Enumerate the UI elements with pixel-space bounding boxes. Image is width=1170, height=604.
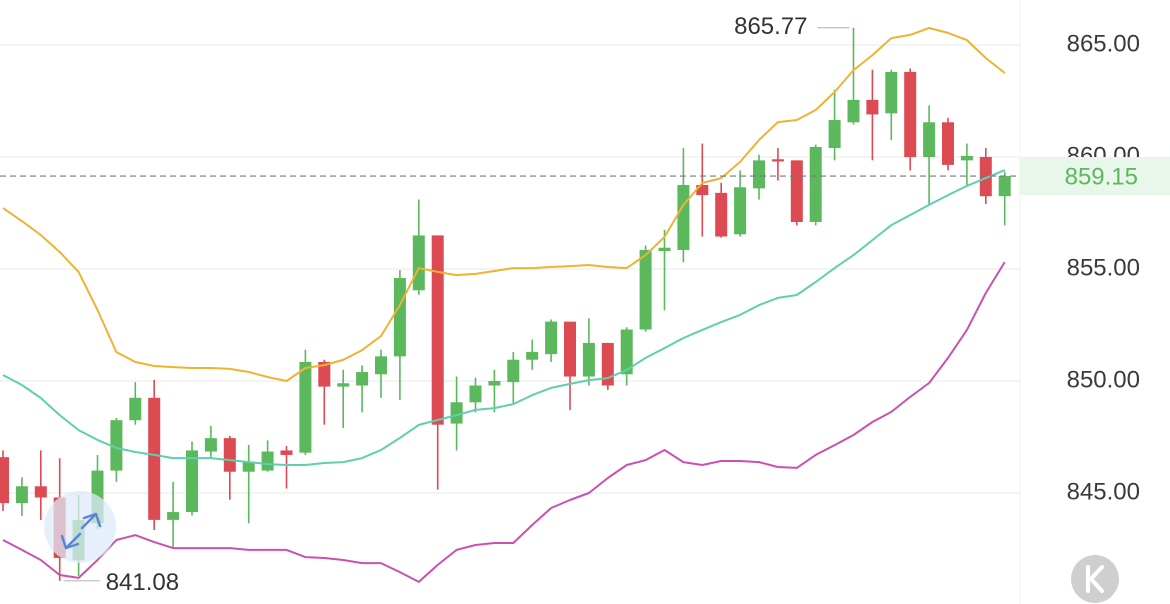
- candle-body: [148, 397, 161, 520]
- candle-body: [790, 160, 803, 222]
- candle-body: [526, 351, 539, 360]
- low-label: 841.08: [106, 569, 179, 596]
- candle-body: [904, 71, 917, 158]
- candle-body: [337, 383, 350, 387]
- candle-body: [809, 146, 822, 222]
- candle-body: [488, 381, 501, 386]
- candle-body: [507, 359, 520, 383]
- high-label: 865.77: [734, 13, 807, 40]
- candle-body: [431, 235, 444, 425]
- band-line: [2, 261, 1006, 583]
- candle-body: [0, 457, 9, 504]
- candle-body: [375, 356, 387, 375]
- candle-body: [412, 235, 425, 291]
- candle-body: [960, 155, 973, 161]
- y-tick-label: 845.00: [1067, 478, 1140, 505]
- swap-button[interactable]: [44, 491, 116, 563]
- candle-body: [942, 122, 954, 165]
- candle-body: [299, 361, 312, 453]
- candle-body: [129, 397, 142, 421]
- candle-body: [601, 342, 614, 386]
- overlay: 865.77 841.08 859.15: [0, 13, 1170, 596]
- candle-body: [923, 122, 936, 158]
- candle-body: [34, 486, 47, 498]
- candle-body: [186, 450, 198, 513]
- candle-body: [450, 402, 463, 424]
- candle-body: [677, 185, 690, 250]
- candle-body: [469, 385, 482, 403]
- candle-body: [658, 247, 671, 252]
- y-tick-label: 855.00: [1067, 254, 1140, 281]
- y-tick-label: 850.00: [1067, 366, 1140, 393]
- band-line: [2, 27, 1006, 382]
- plot: [0, 27, 1011, 583]
- last-price-label: 859.15: [1065, 163, 1138, 190]
- candle-body: [280, 450, 293, 455]
- candle-body: [564, 321, 576, 377]
- candle-body: [15, 486, 28, 504]
- candle-body: [204, 438, 217, 452]
- candle-body: [734, 187, 747, 235]
- candle-body: [639, 249, 652, 330]
- candle-body: [223, 438, 236, 472]
- candle-body: [866, 99, 879, 115]
- candle-body: [885, 71, 898, 114]
- candle-body: [261, 451, 274, 471]
- candle-body: [771, 159, 784, 162]
- k-line-button[interactable]: [1071, 555, 1119, 603]
- candle-body: [753, 160, 765, 189]
- candle-body: [545, 321, 558, 355]
- candle-body: [242, 461, 255, 472]
- candle-body: [318, 361, 331, 387]
- candle-body: [828, 120, 841, 149]
- candle-body: [393, 277, 406, 357]
- candle-body: [847, 99, 860, 123]
- candle-body: [110, 420, 123, 471]
- candle-body: [715, 192, 728, 237]
- candle-body: [167, 512, 180, 520]
- band-line: [2, 169, 1006, 466]
- y-tick-label: 865.00: [1067, 30, 1140, 57]
- candle-body: [696, 185, 709, 196]
- candle-body: [620, 329, 633, 375]
- candle-body: [998, 176, 1011, 197]
- candle-body: [582, 342, 595, 377]
- candle-body: [356, 372, 369, 386]
- last-price-box: [1020, 157, 1170, 196]
